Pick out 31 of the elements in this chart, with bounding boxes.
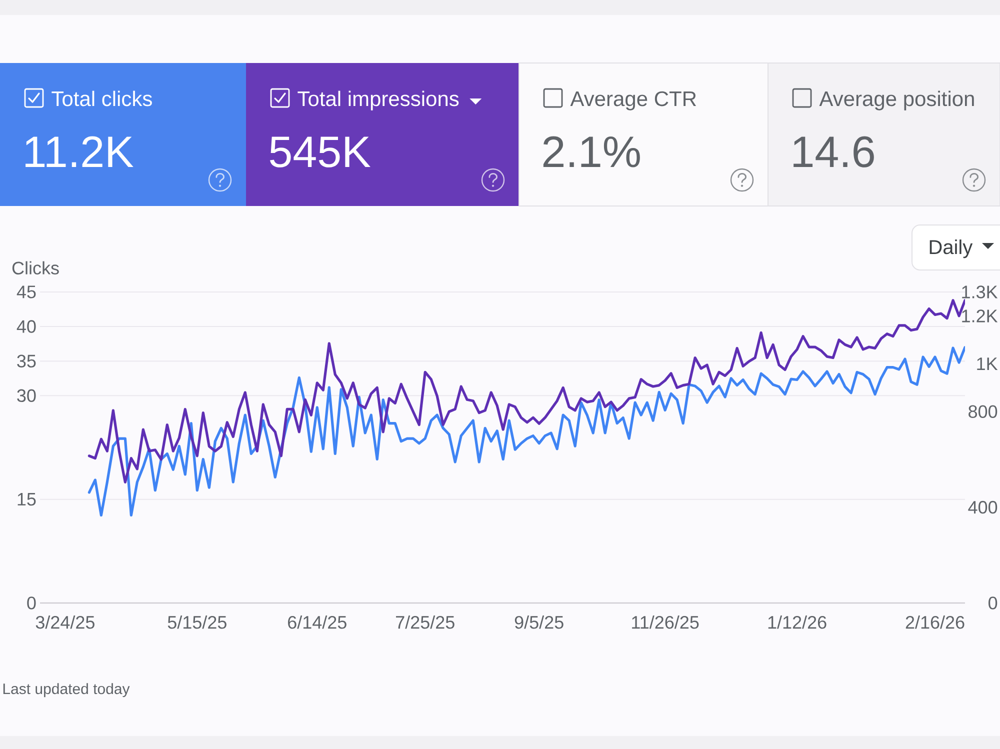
y-tick-label: 45 [16,286,36,298]
category-label: Total impressions [298,90,459,110]
y2-tick-label: 0 [988,596,998,610]
x-tick-label: 9/5/25 [514,616,564,629]
text: 2.1% [543,136,640,168]
y2-tick-label: 1.3K [962,286,998,298]
y-axis-title: Clicks [12,261,59,274]
x-tick-label: 5/15/25 [168,616,226,629]
text: Last updated today [3,683,130,698]
x-tick-label: 7/25/25 [396,616,454,629]
x-tick-label: 11/26/25 [632,616,699,629]
text: 545K [270,136,370,168]
y-tick-label: 40 [16,320,36,333]
y-tick-label: 35 [17,354,36,368]
y-tick-label: 0 [27,596,36,610]
category-label: Total clicks [52,90,152,106]
text: 11.2K [26,136,134,167]
x-tick-label: 2/16/26 [906,616,964,629]
y2-tick-label: 800 [968,405,998,418]
y2-tick-label: 400 [968,500,998,514]
y-tick-label: 15 [18,493,36,506]
y-tick-label: 30 [17,389,36,402]
x-tick-label: 6/14/25 [288,616,346,629]
y2-tick-label: 1.2K [962,310,998,322]
text: 14.6 [794,136,874,168]
x-tick-label: 1/12/26 [768,616,826,629]
y2-tick-label: 1K [977,358,998,370]
text: Daily [930,240,973,258]
x-tick-label: 3/24/25 [36,616,94,629]
category-label: Average position [819,90,974,110]
category-label: Average CTR [570,91,696,110]
